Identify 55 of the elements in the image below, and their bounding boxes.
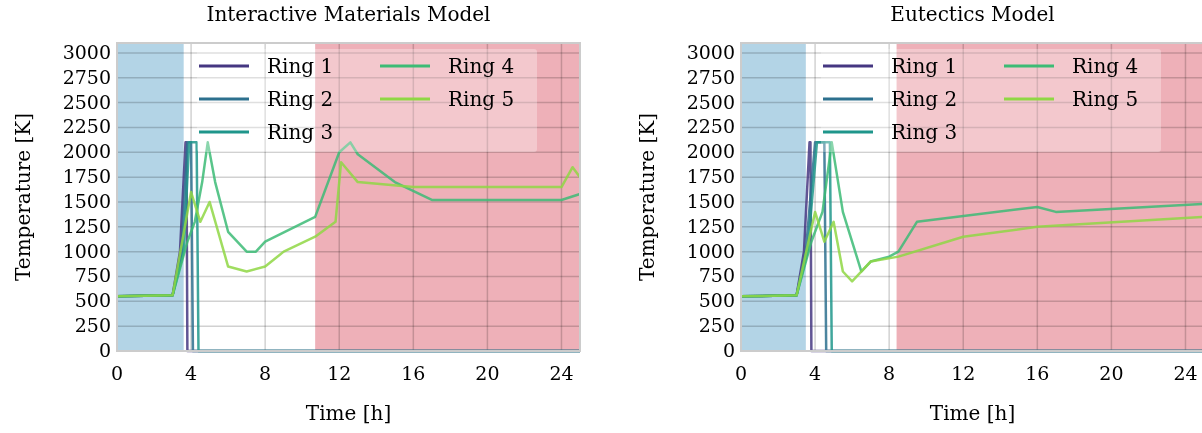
- y-tick-label: 1500: [62, 189, 111, 212]
- x-tick-label: 24: [549, 362, 574, 384]
- x-tick-label: 4: [809, 362, 822, 384]
- y-tick-label: 2750: [686, 65, 735, 88]
- x-tick-label: 16: [401, 362, 426, 384]
- x-tick-label: 20: [475, 362, 500, 384]
- x-tick-label: 4: [185, 362, 198, 384]
- y-tick-label: 0: [722, 339, 735, 361]
- chart-title: Eutectics Model: [890, 2, 1055, 26]
- y-tick-label: 3000: [62, 40, 111, 63]
- y-tick-label: 2000: [62, 140, 111, 163]
- x-tick-label: 12: [951, 362, 976, 384]
- legend-label: Ring 2: [267, 87, 334, 111]
- x-tick-label: 12: [327, 362, 352, 384]
- line-series: [739, 210, 1202, 298]
- x-tick-label: 8: [259, 362, 272, 384]
- y-tick-label: 750: [74, 264, 111, 287]
- x-tick-label: 8: [883, 362, 896, 384]
- legend-label: Ring 2: [891, 87, 958, 111]
- legend-label: Ring 1: [267, 54, 334, 78]
- legend-label: Ring 4: [1072, 54, 1139, 78]
- y-tick-label: 2250: [686, 115, 735, 138]
- y-tick-label: 1250: [62, 214, 111, 237]
- y-tick-label: 1500: [686, 189, 735, 212]
- x-axis-title: Time [h]: [305, 401, 392, 425]
- y-tick-label: 2500: [62, 90, 111, 113]
- y-tick-label: 500: [698, 289, 735, 312]
- y-tick-label: 500: [74, 289, 111, 312]
- legend-label: Ring 4: [448, 54, 515, 78]
- y-tick-label: 250: [74, 314, 111, 337]
- x-axis-title: Time [h]: [929, 401, 1016, 425]
- x-tick-label: 20: [1099, 362, 1124, 384]
- y-tick-label: 1250: [686, 214, 735, 237]
- y-tick-label: 2750: [62, 65, 111, 88]
- y-tick-label: 2250: [62, 115, 111, 138]
- chart-title: Interactive Materials Model: [206, 2, 491, 26]
- legend-label: Ring 5: [1072, 87, 1139, 111]
- y-tick-label: 250: [698, 314, 735, 337]
- y-tick-label: 750: [698, 264, 735, 287]
- y-tick-label: 0: [98, 339, 111, 361]
- x-tick-label: 16: [1025, 362, 1050, 384]
- y-axis-title: Temperature [K]: [635, 113, 659, 281]
- y-axis-title: Temperature [K]: [11, 113, 35, 281]
- y-tick-label: 1000: [62, 239, 111, 262]
- x-tick-label: 24: [1173, 362, 1198, 384]
- y-tick-label: 2000: [686, 140, 735, 163]
- y-tick-label: 2500: [686, 90, 735, 113]
- y-tick-label: 3000: [686, 40, 735, 63]
- legend-label: Ring 3: [267, 120, 334, 144]
- legend-label: Ring 3: [891, 120, 958, 144]
- y-tick-label: 1000: [686, 239, 735, 262]
- legend-label: Ring 5: [448, 87, 515, 111]
- y-tick-label: 1750: [62, 165, 111, 188]
- legend-label: Ring 1: [891, 54, 958, 78]
- y-tick-label: 1750: [686, 165, 735, 188]
